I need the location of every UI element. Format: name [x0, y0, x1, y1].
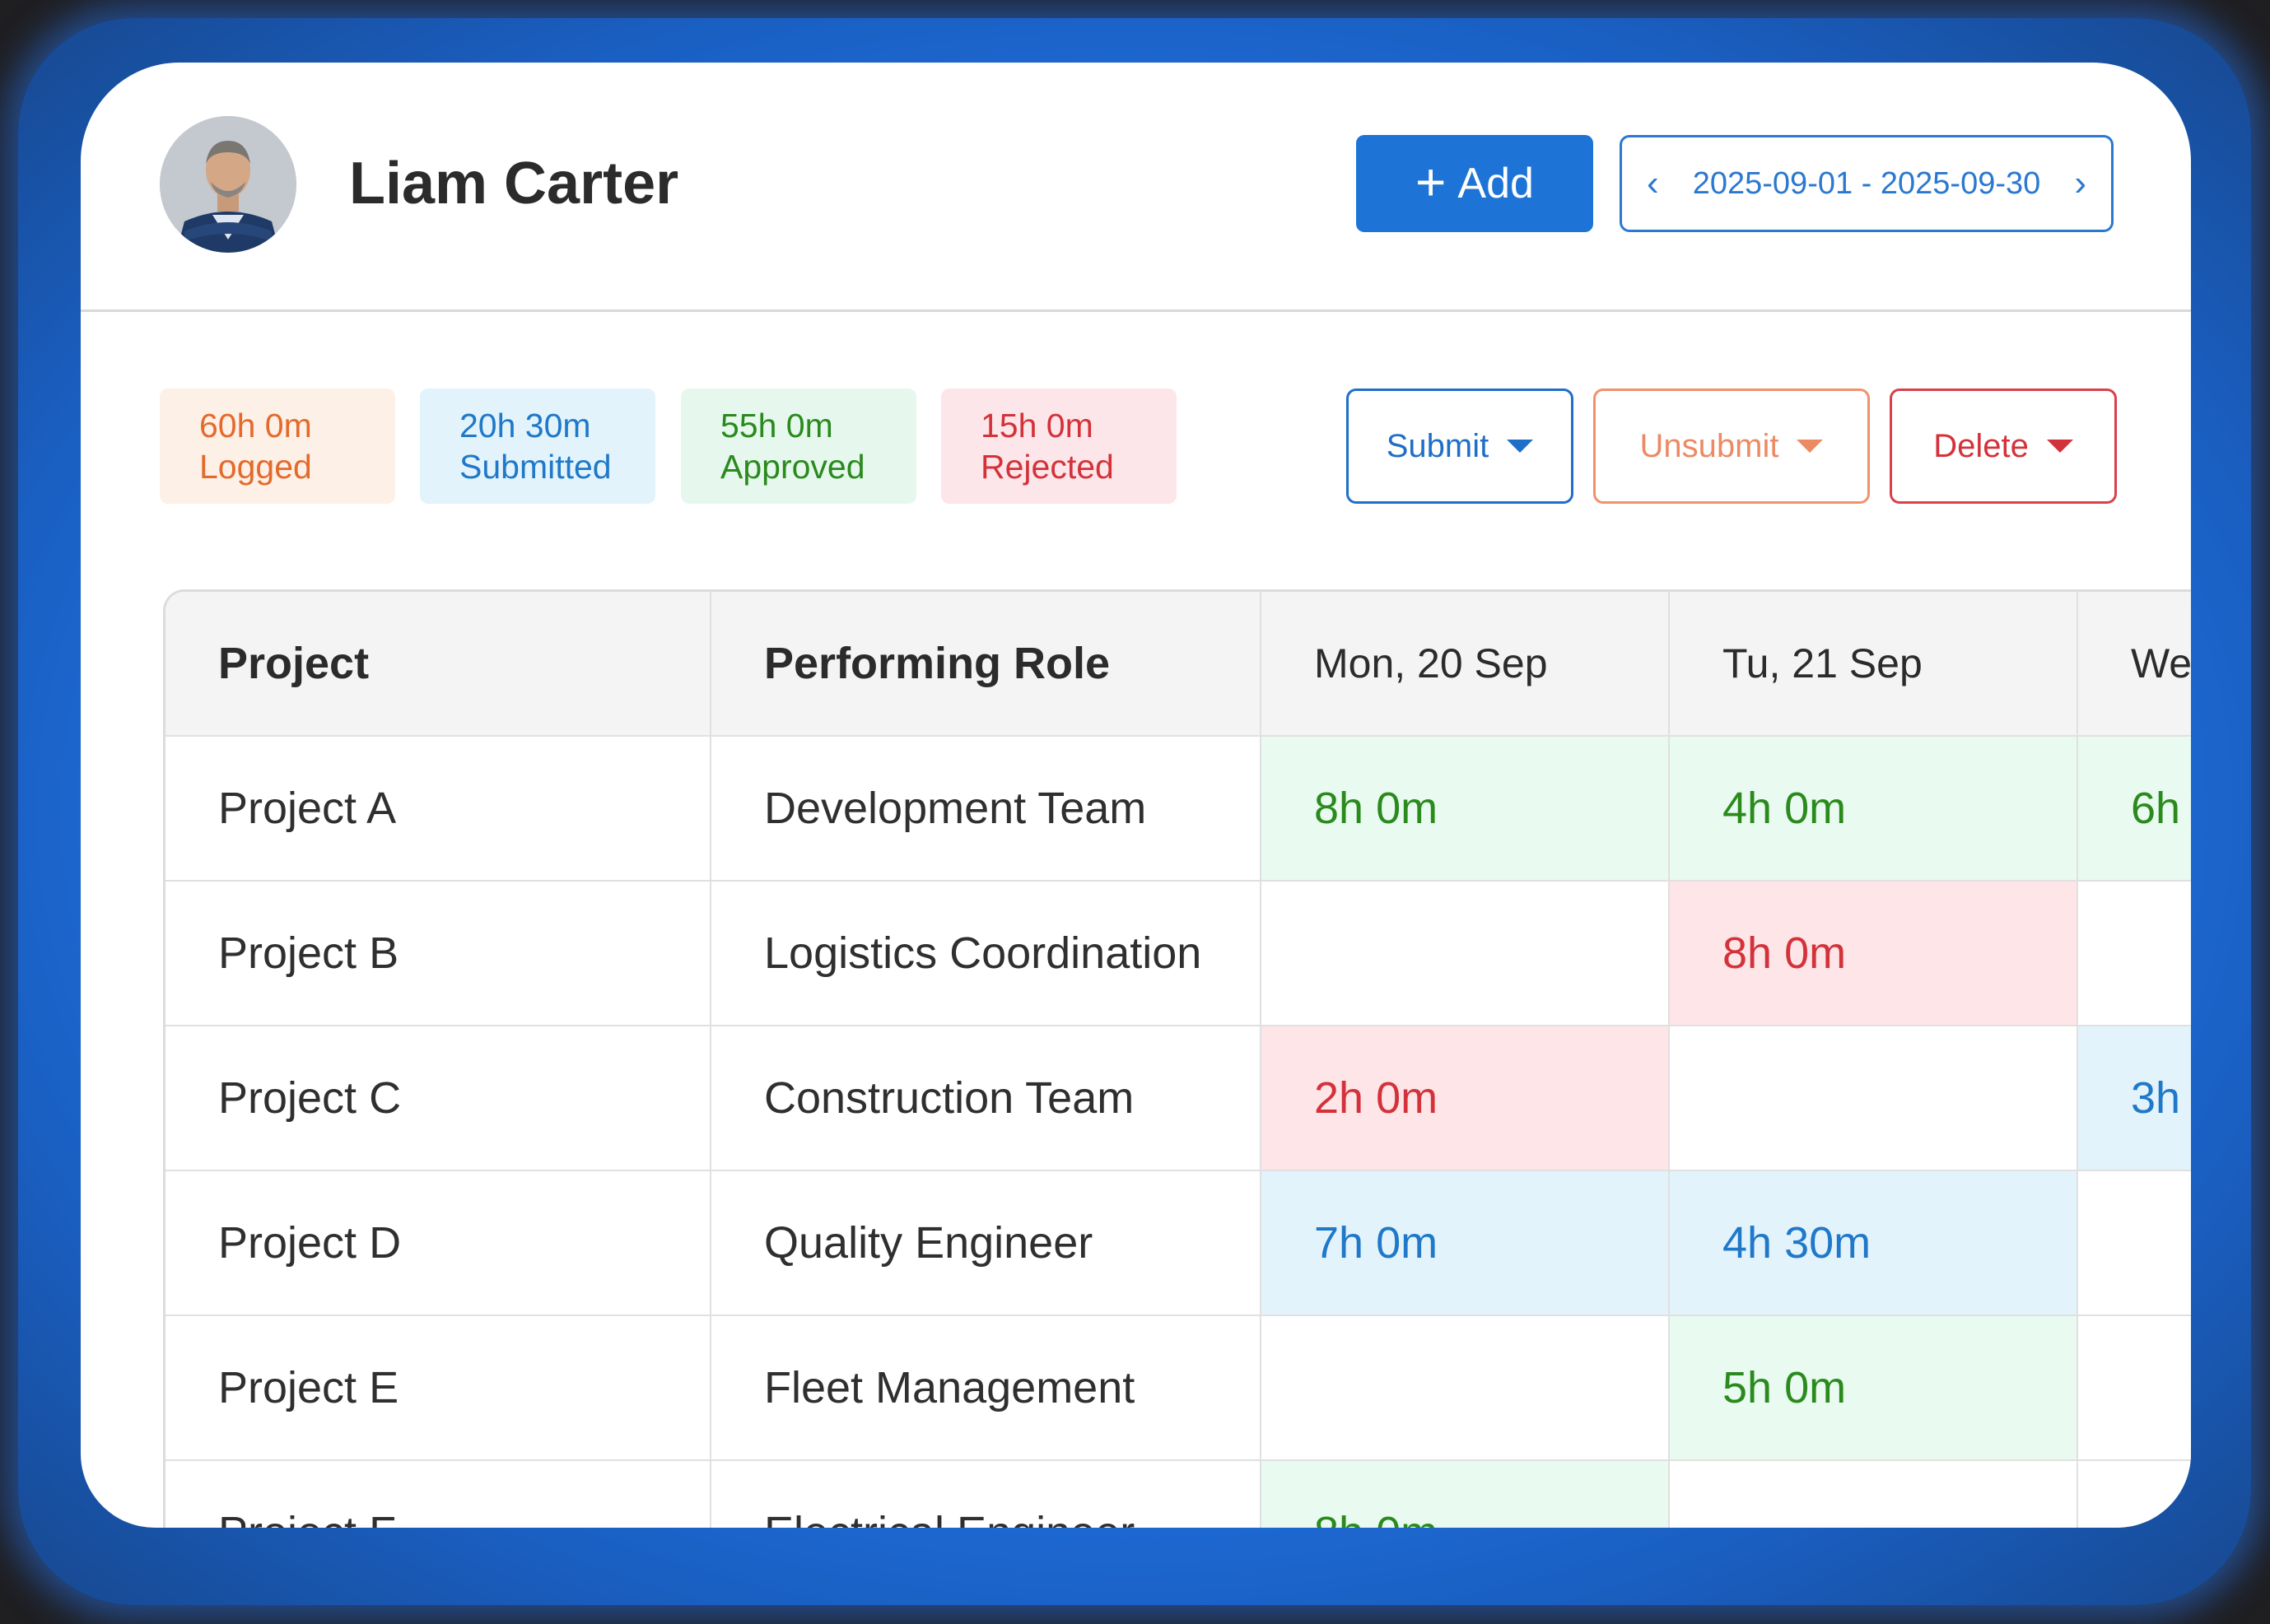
timesheet-card: Liam Carter + Add ‹ 2025-09-01 - 2025-09…	[81, 63, 2191, 1528]
table-cell-role: Logistics Coordination	[711, 882, 1261, 1026]
delete-button-label: Delete	[1933, 427, 2029, 464]
time-entry-cell[interactable]	[2078, 882, 2191, 1026]
caret-down-icon	[1797, 440, 1824, 453]
time-entry-cell[interactable]: 4h 30m	[1670, 1171, 2078, 1316]
add-button[interactable]: + Add	[1356, 135, 1593, 232]
stat-approved: 55h 0m Approved	[681, 389, 916, 504]
submit-button[interactable]: Submit	[1346, 389, 1573, 504]
table-cell-project: Project C	[165, 1026, 711, 1171]
time-entry-cell[interactable]: 8h 0m	[1670, 882, 2078, 1026]
table-cell-project: Project B	[165, 882, 711, 1026]
table-cell-role: Development Team	[711, 737, 1261, 882]
table-cell-project: Project F	[165, 1461, 711, 1528]
submit-button-label: Submit	[1386, 427, 1489, 464]
date-range-picker[interactable]: ‹ 2025-09-01 - 2025-09-30 ›	[1620, 135, 2114, 232]
stat-label: Submitted	[459, 448, 612, 486]
stat-rejected: 15h 0m Rejected	[941, 389, 1177, 504]
stat-value: 60h 0m	[199, 407, 312, 444]
time-entry-cell[interactable]: 5h 0m	[1670, 1316, 2078, 1461]
table-cell-role: Fleet Management	[711, 1316, 1261, 1461]
unsubmit-button[interactable]: Unsubmit	[1593, 389, 1870, 504]
caret-down-icon	[1507, 440, 1534, 453]
unsubmit-button-label: Unsubmit	[1639, 427, 1779, 464]
column-header-tue: Tu, 21 Sep	[1670, 592, 2078, 737]
user-name: Liam Carter	[349, 151, 679, 216]
column-header-mon: Mon, 20 Sep	[1261, 592, 1670, 737]
caret-down-icon	[2046, 440, 2073, 453]
time-entry-cell[interactable]	[1670, 1026, 2078, 1171]
stat-label: Approved	[720, 448, 865, 486]
timesheet-header: Liam Carter + Add ‹ 2025-09-01 - 2025-09…	[81, 63, 2191, 312]
date-range-text: 2025-09-01 - 2025-09-30	[1692, 165, 2041, 201]
table-cell-project: Project E	[165, 1316, 711, 1461]
add-button-label: Add	[1457, 160, 1534, 207]
time-entry-cell[interactable]: 2h 0m	[1261, 1026, 1670, 1171]
time-entry-cell[interactable]: 7h 0m	[1261, 1171, 1670, 1316]
stat-value: 20h 30m	[459, 407, 591, 444]
time-entry-cell[interactable]: 6h	[2078, 737, 2191, 882]
timesheet-table: Project Performing Role Mon, 20 Sep Tu, …	[163, 589, 2191, 1528]
table-cell-role: Electrical Engineer	[711, 1461, 1261, 1528]
column-header-wed: We	[2078, 592, 2191, 737]
stat-submitted: 20h 30m Submitted	[420, 389, 655, 504]
stat-label: Rejected	[981, 448, 1114, 486]
avatar	[160, 116, 296, 253]
time-entry-cell[interactable]	[2078, 1461, 2191, 1528]
plus-icon: +	[1415, 152, 1447, 212]
time-entry-cell[interactable]: 4h 0m	[1670, 737, 2078, 882]
delete-button[interactable]: Delete	[1890, 389, 2117, 504]
time-entry-cell[interactable]: 3h	[2078, 1026, 2191, 1171]
stat-label: Logged	[199, 448, 312, 486]
time-entry-cell[interactable]	[1670, 1461, 2078, 1528]
column-header-role: Performing Role	[711, 592, 1261, 737]
chevron-left-icon[interactable]: ‹	[1647, 163, 1659, 203]
chevron-right-icon[interactable]: ›	[2074, 163, 2086, 203]
table-cell-role: Quality Engineer	[711, 1171, 1261, 1316]
time-entry-cell[interactable]: 8h 0m	[1261, 1461, 1670, 1528]
column-header-project: Project	[165, 592, 711, 737]
time-entry-cell[interactable]: 8h 0m	[1261, 737, 1670, 882]
table-cell-project: Project A	[165, 737, 711, 882]
table-cell-role: Construction Team	[711, 1026, 1261, 1171]
time-entry-cell[interactable]	[2078, 1171, 2191, 1316]
time-entry-cell[interactable]	[2078, 1316, 2191, 1461]
table-cell-project: Project D	[165, 1171, 711, 1316]
stat-value: 15h 0m	[981, 407, 1093, 444]
time-entry-cell[interactable]	[1261, 1316, 1670, 1461]
stat-logged: 60h 0m Logged	[160, 389, 395, 504]
time-entry-cell[interactable]	[1261, 882, 1670, 1026]
stat-value: 55h 0m	[720, 407, 833, 444]
